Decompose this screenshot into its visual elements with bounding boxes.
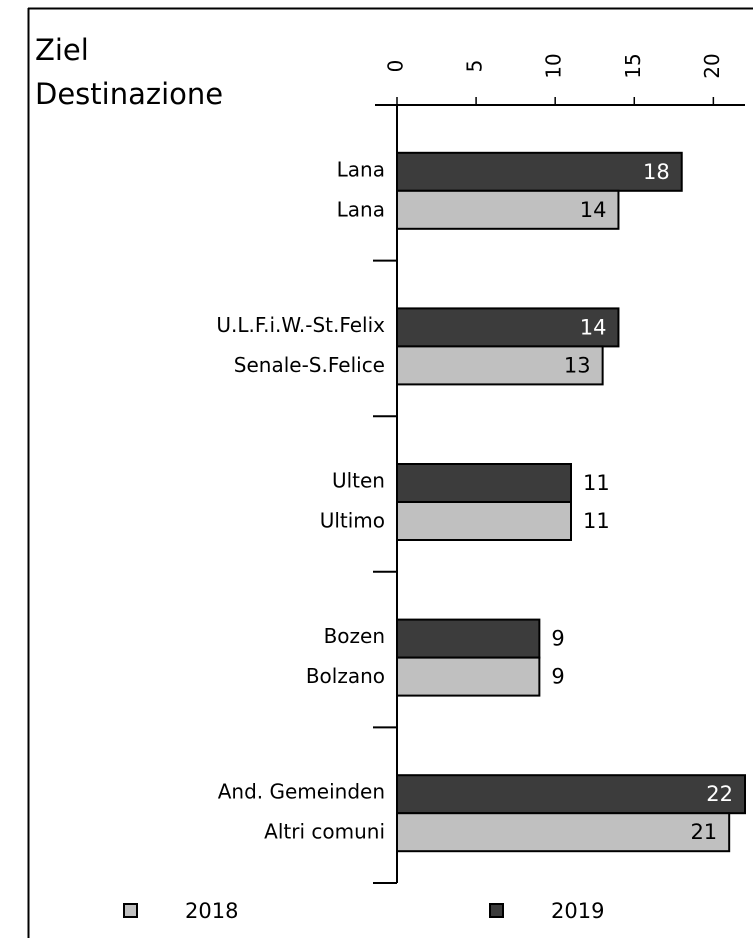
chart-title: Ziel xyxy=(35,33,89,67)
bar xyxy=(396,189,620,230)
x-tick-label: 0 xyxy=(384,60,408,73)
legend-swatch xyxy=(489,903,504,918)
category-label: U.L.F.i.W.-St.Felix xyxy=(216,313,385,337)
x-tick-label: 5 xyxy=(463,60,487,73)
bar xyxy=(396,812,731,853)
bar xyxy=(396,618,541,659)
legend-label: 2019 xyxy=(551,899,604,923)
value-label: 13 xyxy=(564,353,591,377)
value-label: 11 xyxy=(583,471,610,495)
x-tick-label: 15 xyxy=(621,53,645,78)
value-label: 22 xyxy=(706,782,733,806)
bar xyxy=(396,151,683,192)
value-label: 11 xyxy=(583,509,610,533)
category-label: Ulten xyxy=(332,469,385,493)
bar xyxy=(396,774,746,815)
x-tick-label: 10 xyxy=(542,53,566,78)
value-label: 9 xyxy=(551,627,564,651)
value-label: 9 xyxy=(551,665,564,689)
category-label: Ultimo xyxy=(320,509,385,533)
legend-swatch xyxy=(123,903,138,918)
value-label: 14 xyxy=(580,315,607,339)
value-label: 14 xyxy=(580,198,607,222)
value-label: 21 xyxy=(690,820,717,844)
bar xyxy=(396,463,572,503)
category-label: Lana xyxy=(337,157,385,181)
category-label: Bozen xyxy=(324,624,385,648)
value-label: 18 xyxy=(643,160,670,184)
x-tick-label: 20 xyxy=(700,53,724,78)
bar xyxy=(396,656,541,697)
bar xyxy=(396,345,604,386)
category-label: Senale-S.Felice xyxy=(234,353,385,377)
category-label: Bolzano xyxy=(306,664,385,688)
bar xyxy=(396,501,572,541)
category-label: Altri comuni xyxy=(264,820,385,844)
category-label: And. Gemeinden xyxy=(218,780,385,804)
bar xyxy=(396,307,620,348)
legend-label: 2018 xyxy=(185,899,238,923)
chart-title: Destinazione xyxy=(35,77,223,111)
category-label: Lana xyxy=(337,197,385,221)
